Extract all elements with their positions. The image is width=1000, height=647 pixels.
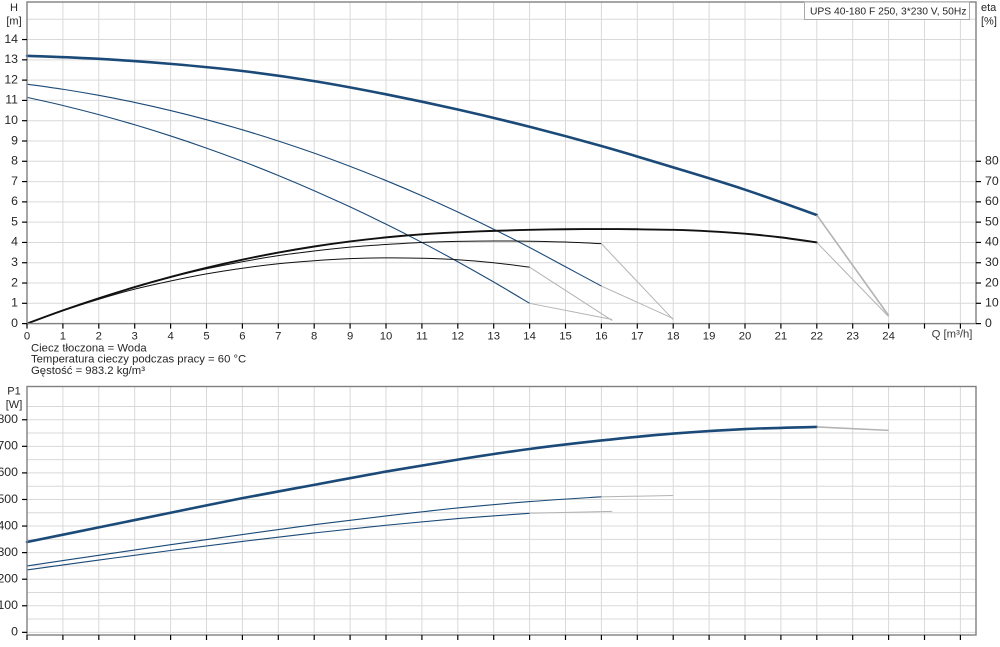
svg-text:20: 20 <box>739 331 752 343</box>
svg-text:800: 800 <box>0 412 18 426</box>
svg-text:12: 12 <box>4 72 18 86</box>
svg-text:23: 23 <box>846 331 859 343</box>
svg-text:400: 400 <box>0 518 18 532</box>
svg-text:14: 14 <box>4 32 18 46</box>
svg-text:2: 2 <box>11 275 18 289</box>
svg-text:Temperatura cieczy podczas pra: Temperatura cieczy podczas pracy = 60 °C <box>31 354 246 366</box>
svg-text:17: 17 <box>631 331 644 343</box>
svg-text:1: 1 <box>11 296 18 310</box>
svg-text:60: 60 <box>985 194 999 208</box>
svg-text:0: 0 <box>24 331 30 343</box>
svg-text:0: 0 <box>985 316 992 330</box>
svg-text:700: 700 <box>0 439 18 453</box>
svg-text:Gęstość = 983.2 kg/m³: Gęstość = 983.2 kg/m³ <box>31 365 145 377</box>
svg-text:0: 0 <box>11 316 18 330</box>
svg-text:[%]: [%] <box>981 16 997 28</box>
svg-text:Ciecz tłoczona = Woda: Ciecz tłoczona = Woda <box>31 343 147 355</box>
svg-text:[W]: [W] <box>6 399 23 411</box>
svg-text:[m]: [m] <box>6 16 21 28</box>
svg-text:6: 6 <box>11 194 18 208</box>
svg-text:10: 10 <box>985 296 999 310</box>
svg-text:3: 3 <box>11 255 18 269</box>
svg-text:11: 11 <box>416 331 428 343</box>
svg-text:14: 14 <box>523 331 536 343</box>
svg-text:19: 19 <box>703 331 716 343</box>
svg-text:30: 30 <box>985 255 999 269</box>
svg-text:H: H <box>10 2 18 14</box>
svg-text:10: 10 <box>4 113 18 127</box>
svg-text:21: 21 <box>775 331 788 343</box>
svg-text:40: 40 <box>985 235 999 249</box>
svg-text:500: 500 <box>0 492 18 506</box>
svg-text:3: 3 <box>132 331 138 343</box>
svg-text:10: 10 <box>380 331 393 343</box>
svg-text:200: 200 <box>0 572 18 586</box>
svg-text:1: 1 <box>60 331 66 343</box>
svg-text:80: 80 <box>985 154 999 168</box>
svg-text:100: 100 <box>0 598 18 612</box>
svg-text:50: 50 <box>985 214 999 228</box>
svg-text:eta: eta <box>981 2 997 14</box>
svg-text:15: 15 <box>559 331 572 343</box>
svg-text:300: 300 <box>0 545 18 559</box>
svg-text:5: 5 <box>11 214 18 228</box>
svg-text:0: 0 <box>11 625 18 639</box>
svg-text:9: 9 <box>11 133 18 147</box>
svg-text:7: 7 <box>11 174 18 188</box>
svg-text:5: 5 <box>203 331 209 343</box>
svg-text:12: 12 <box>452 331 465 343</box>
svg-text:13: 13 <box>4 52 18 66</box>
svg-text:13: 13 <box>487 331 500 343</box>
svg-text:Q [m³/h]: Q [m³/h] <box>932 329 973 341</box>
svg-text:20: 20 <box>985 275 999 289</box>
svg-text:9: 9 <box>347 331 353 343</box>
svg-text:8: 8 <box>11 154 18 168</box>
svg-text:8: 8 <box>311 331 317 343</box>
svg-text:18: 18 <box>667 331 680 343</box>
svg-text:P1: P1 <box>7 386 20 398</box>
svg-text:16: 16 <box>595 331 608 343</box>
svg-text:UPS 40-180 F 250, 3*230 V, 50H: UPS 40-180 F 250, 3*230 V, 50Hz <box>810 7 966 18</box>
svg-text:600: 600 <box>0 465 18 479</box>
svg-text:4: 4 <box>11 235 18 249</box>
svg-text:6: 6 <box>239 331 245 343</box>
svg-text:70: 70 <box>985 174 999 188</box>
svg-text:24: 24 <box>882 331 895 343</box>
svg-text:2: 2 <box>96 331 102 343</box>
svg-text:22: 22 <box>811 331 824 343</box>
svg-text:7: 7 <box>275 331 281 343</box>
svg-text:11: 11 <box>5 93 18 107</box>
svg-text:4: 4 <box>167 331 173 343</box>
